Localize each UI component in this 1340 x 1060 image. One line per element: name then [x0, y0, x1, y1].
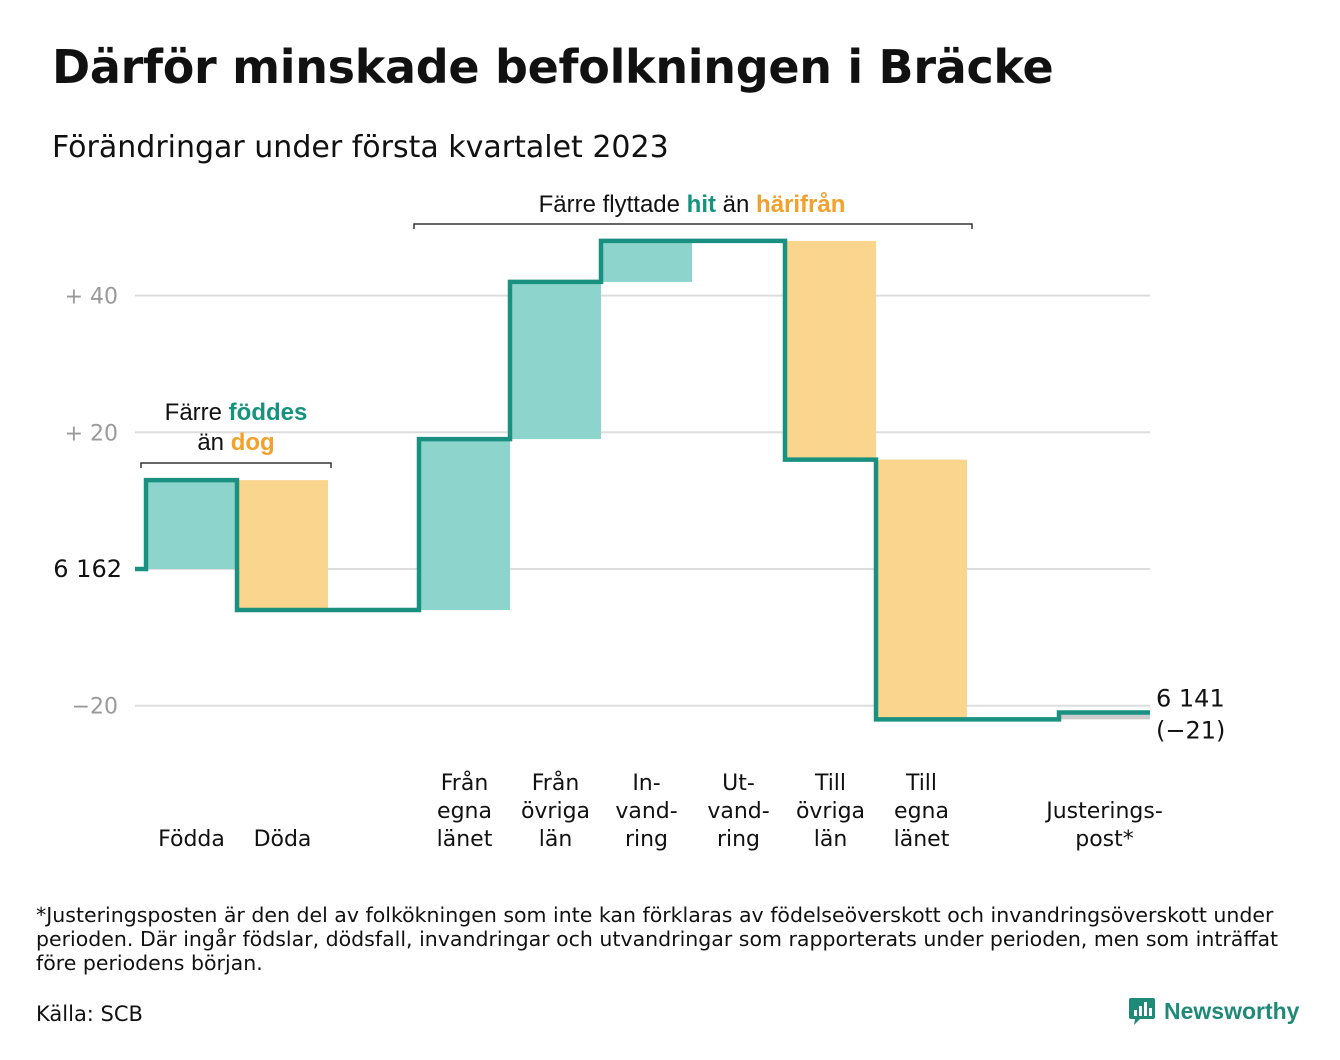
- annotation-migration: Färre flyttade hit än härifrån: [539, 191, 846, 218]
- x-category-label: vand-: [615, 799, 677, 824]
- x-category-label: Till: [814, 771, 846, 796]
- x-category-label: In-: [632, 771, 660, 796]
- y-tick-label: + 20: [65, 421, 118, 446]
- brand-name: Newsworthy: [1164, 997, 1300, 1024]
- annotation-word: Färre flyttade: [539, 191, 687, 218]
- x-category-label: Födda: [158, 827, 225, 852]
- x-category-label: övriga: [521, 799, 590, 824]
- page-subtitle: Förändringar under första kvartalet 2023: [52, 130, 669, 165]
- waterfall-bar: [146, 480, 237, 569]
- annotation-word: än: [197, 429, 230, 456]
- annotation-word: föddes: [229, 399, 308, 426]
- annotation-word: hit: [687, 191, 716, 218]
- annotation-bracket-migration: [413, 223, 973, 229]
- start-value-label: 6 162: [53, 555, 122, 583]
- x-category-label: ring: [625, 827, 668, 852]
- x-category-label: egna: [437, 799, 492, 824]
- x-category-label: Från: [532, 770, 580, 796]
- waterfall-chart: + 40 + 20 −20 6 162 6 141 (−21) Födda Döda Från e…: [53, 191, 1225, 852]
- annotation-bracket-births: [140, 462, 332, 468]
- page-title: Därför minskade befolkningen i Bräcke: [52, 40, 1054, 94]
- x-category-label: Ut-: [722, 771, 755, 796]
- annotation-births-line2: än dog: [197, 429, 274, 456]
- x-category-label: Från: [441, 770, 489, 796]
- end-value-label: 6 141: [1156, 685, 1225, 713]
- x-category-label: post*: [1075, 827, 1134, 852]
- x-category-label: län: [539, 827, 573, 852]
- annotation-word: dog: [231, 429, 275, 456]
- waterfall-bar: [601, 240, 692, 282]
- x-category-label: ring: [717, 827, 760, 852]
- running-total-line: [135, 238, 1150, 722]
- waterfall-bar: [785, 240, 876, 460]
- x-category-label: län: [814, 827, 848, 852]
- x-category-label: övriga: [796, 799, 865, 824]
- waterfall-bar: [1059, 712, 1150, 720]
- end-change-label: (−21): [1156, 717, 1225, 745]
- annotation-word: härifrån: [756, 191, 845, 218]
- y-tick-label: + 40: [65, 285, 118, 310]
- x-category-label: länet: [894, 827, 950, 852]
- annotation-word: än: [716, 191, 756, 218]
- annotation-births-line1: Färre föddes: [165, 399, 308, 426]
- footnote: *Justeringsposten är den del av folkökni…: [36, 903, 1279, 975]
- x-category-label: länet: [437, 827, 493, 852]
- waterfall-bar: [876, 459, 967, 720]
- x-category-label: Till: [905, 771, 937, 796]
- annotation-word: Färre: [165, 399, 229, 426]
- x-category-label: vand-: [707, 799, 769, 824]
- x-category-label: egna: [894, 799, 949, 824]
- x-category-label: Justerings-: [1044, 799, 1163, 824]
- waterfall-bar: [237, 480, 328, 611]
- y-tick-label: −20: [72, 695, 118, 720]
- brand-logo[interactable]: Newsworthy: [1128, 996, 1299, 1026]
- waterfall-bar: [510, 281, 601, 440]
- bar-chart-bubble-icon: [1129, 998, 1155, 1025]
- source-note: Källa: SCB: [36, 1002, 143, 1026]
- waterfall-bar: [419, 439, 510, 611]
- x-category-label: Döda: [254, 827, 312, 852]
